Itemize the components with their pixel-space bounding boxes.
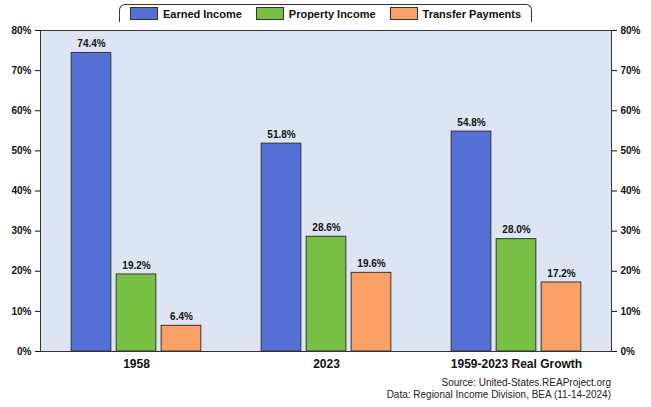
svg-text:1958: 1958 [123, 357, 150, 371]
svg-text:50%: 50% [11, 145, 31, 156]
svg-text:0%: 0% [17, 346, 32, 357]
svg-text:1959-2023 Real Growth: 1959-2023 Real Growth [451, 357, 582, 371]
svg-text:40%: 40% [11, 185, 31, 196]
svg-text:10%: 10% [11, 306, 31, 317]
svg-text:0%: 0% [621, 346, 636, 357]
svg-text:80%: 80% [621, 25, 641, 36]
html-text:Source: United-States.REAProje: Source: United-States.REAProject.org [441, 377, 611, 388]
svg-text:28.6%: 28.6% [312, 222, 340, 233]
svg-text:60%: 60% [621, 105, 641, 116]
svg-text:30%: 30% [621, 225, 641, 236]
svg-text:2023: 2023 [313, 357, 340, 371]
svg-text:19.6%: 19.6% [357, 258, 385, 269]
svg-text:40%: 40% [621, 185, 641, 196]
svg-text:30%: 30% [11, 225, 31, 236]
svg-text:10%: 10% [621, 306, 641, 317]
html-text:Earned Income: Earned Income [162, 7, 242, 20]
svg-text:19.2%: 19.2% [122, 260, 150, 271]
svg-text:70%: 70% [621, 65, 641, 76]
svg-text:20%: 20% [11, 265, 31, 276]
svg-text:74.4%: 74.4% [77, 38, 105, 49]
svg-text:20%: 20% [621, 265, 641, 276]
svg-text:80%: 80% [11, 25, 31, 36]
html-text:Property Income: Property Income [288, 7, 376, 20]
html-text:Transfer Payments: Transfer Payments [422, 7, 521, 20]
svg-text:6.4%: 6.4% [170, 311, 193, 322]
svg-text:50%: 50% [621, 145, 641, 156]
svg-text:17.2%: 17.2% [547, 268, 575, 279]
html-text:Data: Regional Income Division: Data: Regional Income Division, BEA (11-… [386, 389, 611, 400]
svg-text:70%: 70% [11, 65, 31, 76]
svg-text:51.8%: 51.8% [267, 129, 295, 140]
svg-text:60%: 60% [11, 105, 31, 116]
svg-text:28.0%: 28.0% [502, 224, 530, 235]
svg-text:54.8%: 54.8% [457, 117, 485, 128]
